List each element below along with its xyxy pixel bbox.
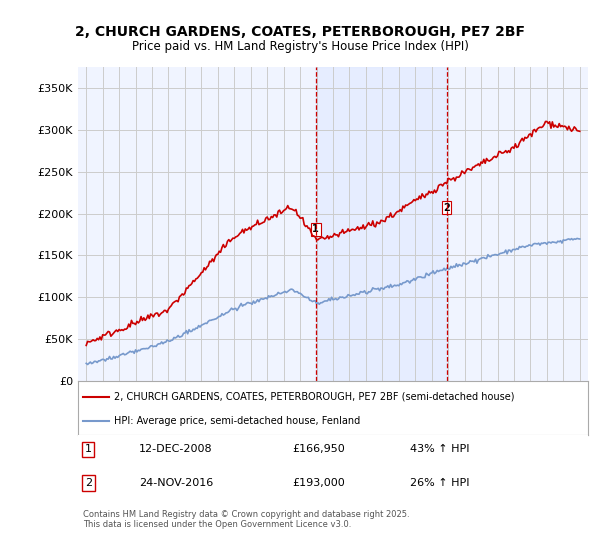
- Text: 2, CHURCH GARDENS, COATES, PETERBOROUGH, PE7 2BF (semi-detached house): 2, CHURCH GARDENS, COATES, PETERBOROUGH,…: [114, 392, 514, 402]
- Text: £193,000: £193,000: [292, 478, 345, 488]
- Text: 1: 1: [313, 225, 319, 235]
- Text: 12-DEC-2008: 12-DEC-2008: [139, 444, 213, 454]
- Text: HPI: Average price, semi-detached house, Fenland: HPI: Average price, semi-detached house,…: [114, 416, 360, 426]
- Text: Contains HM Land Registry data © Crown copyright and database right 2025.
This d: Contains HM Land Registry data © Crown c…: [83, 510, 410, 529]
- Text: 2: 2: [85, 478, 92, 488]
- Text: 26% ↑ HPI: 26% ↑ HPI: [409, 478, 469, 488]
- Text: 2, CHURCH GARDENS, COATES, PETERBOROUGH, PE7 2BF: 2, CHURCH GARDENS, COATES, PETERBOROUGH,…: [75, 25, 525, 39]
- Text: £166,950: £166,950: [292, 444, 345, 454]
- Bar: [316, 67, 446, 381]
- Text: Price paid vs. HM Land Registry's House Price Index (HPI): Price paid vs. HM Land Registry's House …: [131, 40, 469, 53]
- Text: 43% ↑ HPI: 43% ↑ HPI: [409, 444, 469, 454]
- Text: 24-NOV-2016: 24-NOV-2016: [139, 478, 214, 488]
- Text: 2: 2: [443, 203, 450, 213]
- Text: 1: 1: [85, 444, 92, 454]
